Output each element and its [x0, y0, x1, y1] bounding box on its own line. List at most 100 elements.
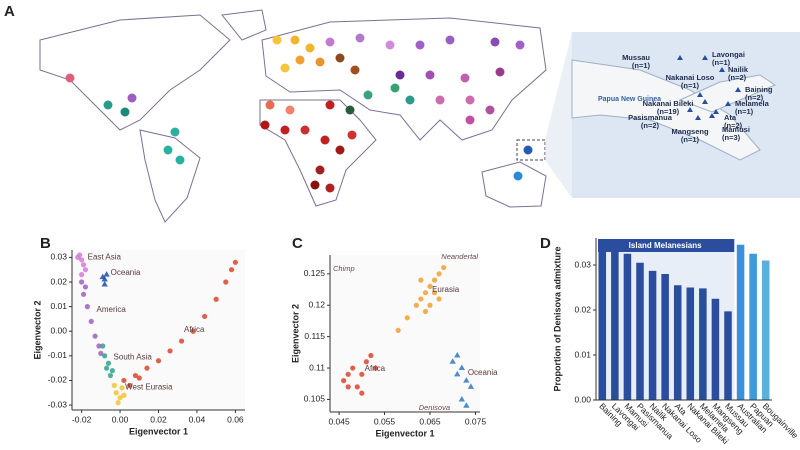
sample-dot — [315, 57, 325, 67]
x-tick-label: 0.065 — [419, 416, 441, 426]
y-tick-label: 0.01 — [574, 349, 591, 359]
group-banner — [598, 239, 735, 252]
point — [359, 371, 365, 377]
inset-name: Mangseng — [671, 127, 709, 136]
point — [413, 302, 419, 308]
point — [213, 296, 219, 302]
sample-dot — [315, 165, 325, 175]
point — [368, 352, 374, 359]
sample-dot — [280, 63, 290, 73]
inset-name: Nakanai Loso — [666, 73, 715, 82]
sample-dot — [300, 125, 310, 135]
point — [190, 328, 196, 334]
x-tick-label: 0.075 — [465, 416, 487, 426]
point — [107, 372, 114, 379]
point — [395, 327, 401, 333]
north-america — [39, 14, 231, 131]
inset-name: Mussau — [622, 53, 650, 62]
inset-count: (n=2) — [724, 121, 743, 130]
point — [341, 378, 347, 384]
eurasia — [261, 17, 547, 141]
y-tick-label: -0.02 — [48, 375, 68, 385]
y-tick-label: -0.03 — [48, 399, 68, 409]
panel-letter: C — [292, 235, 303, 252]
point — [111, 382, 117, 388]
group-label: Oceania — [468, 368, 498, 377]
sample-dot — [65, 73, 75, 83]
point — [101, 280, 108, 287]
sample-dot — [305, 43, 315, 53]
point — [441, 264, 447, 271]
sample-dot — [515, 40, 525, 50]
inset-site — [697, 92, 703, 97]
bar — [623, 253, 632, 400]
point — [121, 392, 127, 398]
x-tick-label: 0.00 — [112, 414, 129, 424]
reference-label: Neandertal — [441, 252, 478, 261]
group-label: Island Melanesians — [629, 241, 702, 250]
sample-dot — [280, 125, 290, 135]
sample-dot — [425, 70, 435, 80]
inset-site — [687, 107, 693, 112]
inset-site — [702, 99, 708, 104]
inset-name: Nakanai Bileki — [643, 99, 694, 108]
group-label: West Eurasia — [125, 383, 173, 392]
sample-dot — [295, 55, 305, 65]
point — [82, 284, 89, 290]
zoom-funnel — [545, 32, 572, 198]
sample-dot — [435, 95, 445, 105]
group-label: Eurasia — [432, 285, 460, 294]
point — [223, 279, 229, 285]
world-map — [39, 9, 572, 223]
point — [101, 276, 108, 282]
point — [467, 383, 475, 389]
point — [102, 353, 108, 359]
sample-dot — [355, 33, 365, 43]
sample-dot — [170, 127, 180, 137]
point — [449, 358, 456, 364]
inset-name: Ata — [724, 113, 737, 122]
point — [136, 375, 142, 381]
point — [436, 271, 442, 277]
group-label: America — [97, 305, 127, 314]
group-label: Africa — [184, 325, 205, 334]
point — [422, 308, 429, 315]
inset-count: (n=1) — [681, 135, 700, 144]
bar — [661, 274, 669, 400]
point — [422, 290, 429, 296]
charts: 0.03 0.02 0.01 0.00 -0.01 -0.02 -0.03 -0.02 0.00… — [32, 238, 800, 446]
group-label: Oceania — [111, 268, 141, 277]
point — [232, 259, 238, 265]
sample-dot — [335, 53, 345, 63]
inset-count: (n=1) — [735, 107, 754, 116]
sample-dot — [127, 93, 137, 103]
point — [117, 395, 123, 401]
inset-count: (n=1) — [681, 81, 700, 90]
y-tick-label: 0.105 — [304, 394, 326, 404]
region-label: Papua New Guinea — [598, 96, 661, 103]
sample-dot — [325, 37, 335, 47]
point — [202, 313, 208, 320]
sample-dots — [65, 33, 533, 193]
australia — [481, 161, 547, 208]
inset-site — [709, 113, 715, 118]
sample-dot — [523, 145, 533, 155]
point — [121, 377, 127, 384]
point — [84, 304, 90, 310]
sample-dot — [465, 115, 475, 125]
sample-dot — [325, 183, 335, 193]
sample-dot — [465, 95, 475, 105]
point — [427, 302, 433, 308]
x-tick-label: 0.02 — [150, 414, 167, 424]
x-tick-label: 0.04 — [189, 414, 206, 424]
y-axis-label: Proportion of Denisova admixture — [552, 246, 562, 391]
point — [404, 315, 410, 321]
bar — [711, 298, 720, 400]
reference-label: Chimp — [333, 264, 355, 273]
point — [463, 402, 470, 408]
point — [167, 348, 173, 354]
y-tick-label: 0.02 — [50, 276, 67, 286]
y-tick-label: 0.115 — [304, 331, 325, 341]
inset-count: (n=1) — [632, 61, 651, 70]
sample-dot — [363, 90, 373, 100]
